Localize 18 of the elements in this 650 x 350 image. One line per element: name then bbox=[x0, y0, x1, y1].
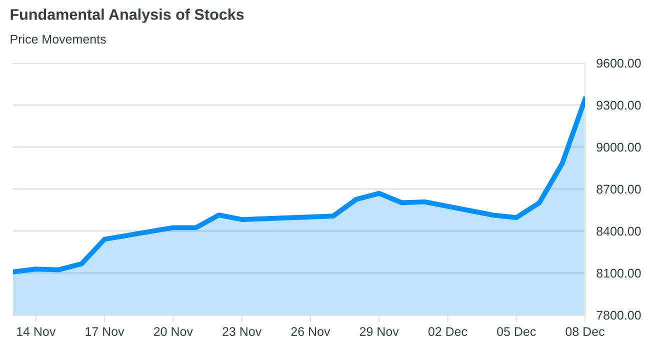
y-tick-label: 9600.00 bbox=[596, 58, 641, 68]
x-tick-label: 26 Nov bbox=[291, 327, 330, 336]
x-tick-label: 29 Nov bbox=[360, 327, 399, 336]
y-tick-label: 8700.00 bbox=[596, 184, 641, 194]
y-tick-label: 9300.00 bbox=[596, 100, 641, 110]
x-tick-label: 14 Nov bbox=[17, 327, 56, 336]
y-tick-label: 9000.00 bbox=[596, 142, 641, 152]
x-tick-label: 20 Nov bbox=[154, 327, 193, 336]
chart-title: Fundamental Analysis of Stocks bbox=[10, 8, 244, 23]
y-tick-label: 8100.00 bbox=[596, 268, 641, 278]
y-tick-label: 8400.00 bbox=[596, 226, 641, 236]
x-tick-label: 08 Dec bbox=[566, 327, 604, 336]
chart-subtitle: Price Movements bbox=[10, 34, 106, 44]
x-tick-label: 05 Dec bbox=[497, 327, 536, 336]
y-tick-label: 7800.00 bbox=[596, 310, 641, 320]
x-tick-label: 23 Nov bbox=[222, 327, 262, 336]
x-tick-label: 02 Dec bbox=[428, 327, 468, 336]
x-tick-label: 17 Nov bbox=[86, 327, 124, 336]
